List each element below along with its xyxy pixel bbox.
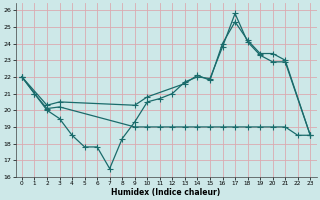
X-axis label: Humidex (Indice chaleur): Humidex (Indice chaleur) [111, 188, 221, 197]
